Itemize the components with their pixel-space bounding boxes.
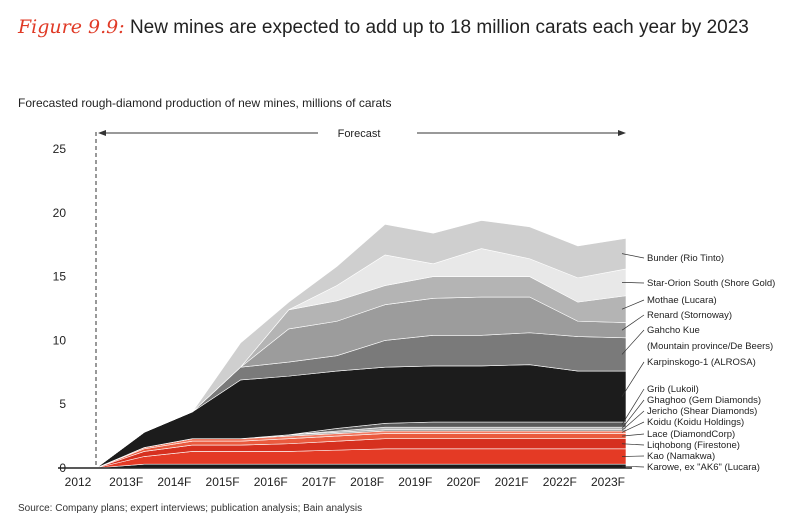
forecast-label: Forecast	[338, 128, 381, 140]
legend-label: Mothae (Lucara)	[647, 295, 717, 306]
legend-label: Lace (DiamondCorp)	[647, 429, 735, 440]
legend-label: Liqhobong (Firestone)	[647, 440, 740, 451]
chart-subtitle: Forecasted rough-diamond production of n…	[18, 96, 392, 110]
legend-leader-7	[621, 388, 645, 425]
x-tick-label: 2019F	[398, 475, 432, 489]
legend-leader-13	[621, 253, 645, 259]
legend-leader-5	[621, 410, 645, 431]
legend-leader-8	[621, 361, 645, 397]
chart-labels: Karowe, ex "AK6" (Lucara)Kao (Namakwa)Li…	[621, 253, 775, 473]
x-tick-label: 2020F	[446, 475, 480, 489]
legend-label: Bunder (Rio Tinto)	[647, 253, 724, 264]
y-tick-label: 20	[53, 206, 67, 220]
chart-areas	[95, 220, 627, 469]
legend-leader-4	[621, 421, 645, 433]
x-tick-label: 2012	[65, 475, 92, 489]
legend-leader-3	[621, 433, 645, 437]
source-note: Source: Company plans; expert interviews…	[18, 503, 363, 514]
x-tick-label: 2017F	[302, 475, 336, 489]
legend-leader-12	[621, 281, 645, 284]
legend-label: Jericho (Shear Diamonds)	[647, 406, 757, 417]
y-tick-label: 10	[53, 333, 67, 347]
legend-label: Ghaghoo (Gem Diamonds)	[647, 395, 761, 406]
legend-leader-10	[621, 314, 645, 331]
y-tick-label: 0	[59, 461, 66, 475]
x-tick-label: 2015F	[206, 475, 240, 489]
legend-leader-11	[621, 299, 645, 310]
legend-label: Renard (Stornoway)	[647, 310, 732, 321]
x-tick-label: 2016F	[254, 475, 288, 489]
legend-leader-6	[621, 399, 645, 429]
x-tick-label: 2023F	[591, 475, 625, 489]
x-tick-label: 2018F	[350, 475, 384, 489]
legend-label: Koidu (Koidu Holdings)	[647, 417, 744, 428]
x-tick-label: 2014F	[157, 475, 191, 489]
legend-label-line1: Gahcho Kue	[647, 325, 700, 336]
x-tick-label: 2013F	[109, 475, 143, 489]
y-tick-label: 5	[59, 397, 66, 411]
legend-leader-9	[621, 329, 645, 355]
forecast-arrowhead-right	[618, 130, 626, 136]
legend-leader-2	[621, 443, 645, 446]
forecast-arrowhead-left	[98, 130, 106, 136]
figure-number: Figure 9.9:	[18, 16, 125, 38]
legend-label: Grib (Lukoil)	[647, 384, 699, 395]
y-tick-label: 25	[53, 142, 67, 156]
legend-label: Karowe, ex "AK6" (Lucara)	[647, 462, 760, 473]
area-series-13	[95, 220, 627, 469]
figure-title: Figure 9.9: New mines are expected to ad…	[18, 16, 749, 39]
y-tick-label: 15	[53, 270, 67, 284]
legend-label: Star-Orion South (Shore Gold)	[647, 278, 775, 289]
legend-leader-1	[621, 455, 645, 457]
x-tick-label: 2021F	[495, 475, 529, 489]
legend-label: Kao (Namakwa)	[647, 451, 715, 462]
legend-leader-0	[621, 465, 645, 468]
x-tick-label: 2022F	[543, 475, 577, 489]
legend-label: Karpinskogo-1 (ALROSA)	[647, 357, 756, 368]
legend-label-line2: (Mountain province/De Beers)	[647, 341, 773, 352]
figure-title-text: New mines are expected to add up to 18 m…	[129, 17, 749, 38]
